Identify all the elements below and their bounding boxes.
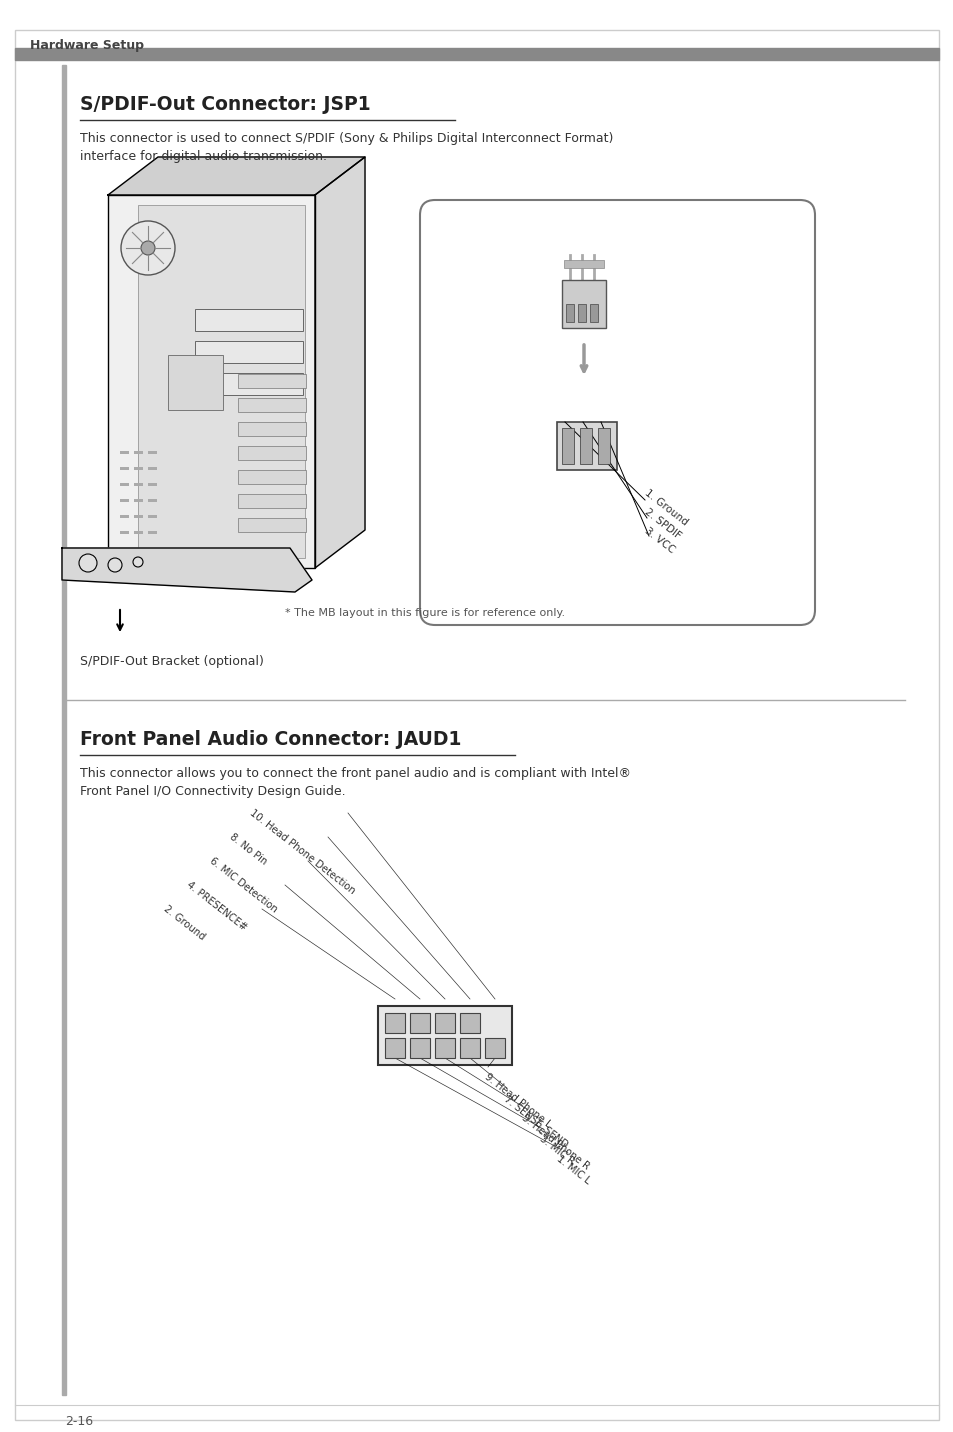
Bar [148,531,157,534]
Text: 2. SPDIF: 2. SPDIF [642,507,682,541]
Bar [377,1007,512,1065]
Bar [120,467,129,470]
Bar [598,428,609,464]
Bar [578,304,585,322]
Bar [108,195,314,569]
Text: 8. No Pin: 8. No Pin [228,832,269,868]
Text: 3. VCC: 3. VCC [642,526,676,556]
Bar [120,498,129,503]
Bar [133,483,143,485]
Text: This connector is used to connect S/PDIF (Sony & Philips Digital Interconnect Fo: This connector is used to connect S/PDIF… [80,132,613,145]
Bar [435,1038,455,1058]
Bar [148,467,157,470]
Bar [138,205,305,558]
Bar [133,451,143,454]
Bar [120,531,129,534]
Text: 4. PRESENCE#: 4. PRESENCE# [185,881,249,934]
Bar [484,1038,504,1058]
Text: 5. Head Phone R: 5. Head Phone R [519,1113,591,1171]
Bar [563,261,603,268]
Bar [194,309,303,331]
Text: 1. MIC L: 1. MIC L [555,1154,592,1186]
Text: 2. Ground: 2. Ground [162,904,207,942]
Text: 6. MIC Detection: 6. MIC Detection [208,856,279,915]
Text: Front Panel I/O Connectivity Design Guide.: Front Panel I/O Connectivity Design Guid… [80,785,345,798]
Bar [133,467,143,470]
Bar [237,470,306,484]
Text: 2-16: 2-16 [65,1415,93,1428]
Bar [237,518,306,533]
Bar [579,428,592,464]
Bar [459,1012,479,1032]
Text: Hardware Setup: Hardware Setup [30,39,144,52]
Text: 7. SENSE_SEND: 7. SENSE_SEND [501,1093,570,1150]
Bar [133,516,143,518]
Bar [237,374,306,388]
Bar [589,304,598,322]
Bar [237,398,306,412]
Polygon shape [62,548,312,591]
Bar [561,281,605,328]
Bar [459,1038,479,1058]
Bar [435,1012,455,1032]
Bar [120,451,129,454]
Text: This connector allows you to connect the front panel audio and is compliant with: This connector allows you to connect the… [80,768,630,780]
Polygon shape [108,158,365,195]
Bar [561,428,574,464]
Bar [120,516,129,518]
Bar [148,498,157,503]
Bar [168,355,223,410]
Bar [385,1038,405,1058]
Bar [148,516,157,518]
Bar [120,483,129,485]
FancyBboxPatch shape [419,200,814,624]
Bar [194,341,303,362]
Circle shape [121,221,174,275]
Bar [237,445,306,460]
Polygon shape [314,158,365,569]
Text: S/PDIF-Out Connector: JSP1: S/PDIF-Out Connector: JSP1 [80,95,370,115]
Bar [410,1038,430,1058]
Bar [133,498,143,503]
Text: 3. MIC R: 3. MIC R [537,1134,576,1167]
Bar [557,422,617,470]
Text: 1. Ground: 1. Ground [642,488,689,528]
Bar [148,483,157,485]
Bar [194,372,303,395]
Bar [410,1012,430,1032]
Bar [133,531,143,534]
Circle shape [132,557,143,567]
Bar [148,451,157,454]
Bar [237,494,306,508]
Text: * The MB layout in this figure is for reference only.: * The MB layout in this figure is for re… [285,609,564,619]
Text: S/PDIF-Out Bracket (optional): S/PDIF-Out Bracket (optional) [80,654,264,667]
Text: interface for digital audio transmission.: interface for digital audio transmission… [80,150,327,163]
Circle shape [108,558,122,571]
Circle shape [79,554,97,571]
Bar [385,1012,405,1032]
Text: 9. Head Phone L: 9. Head Phone L [482,1073,553,1130]
Text: Front Panel Audio Connector: JAUD1: Front Panel Audio Connector: JAUD1 [80,730,461,749]
Bar [565,304,574,322]
Bar [62,64,66,1395]
Circle shape [141,241,154,255]
Bar [237,422,306,435]
Bar [15,49,938,60]
Text: 10. Head Phone Detection: 10. Head Phone Detection [248,808,356,896]
